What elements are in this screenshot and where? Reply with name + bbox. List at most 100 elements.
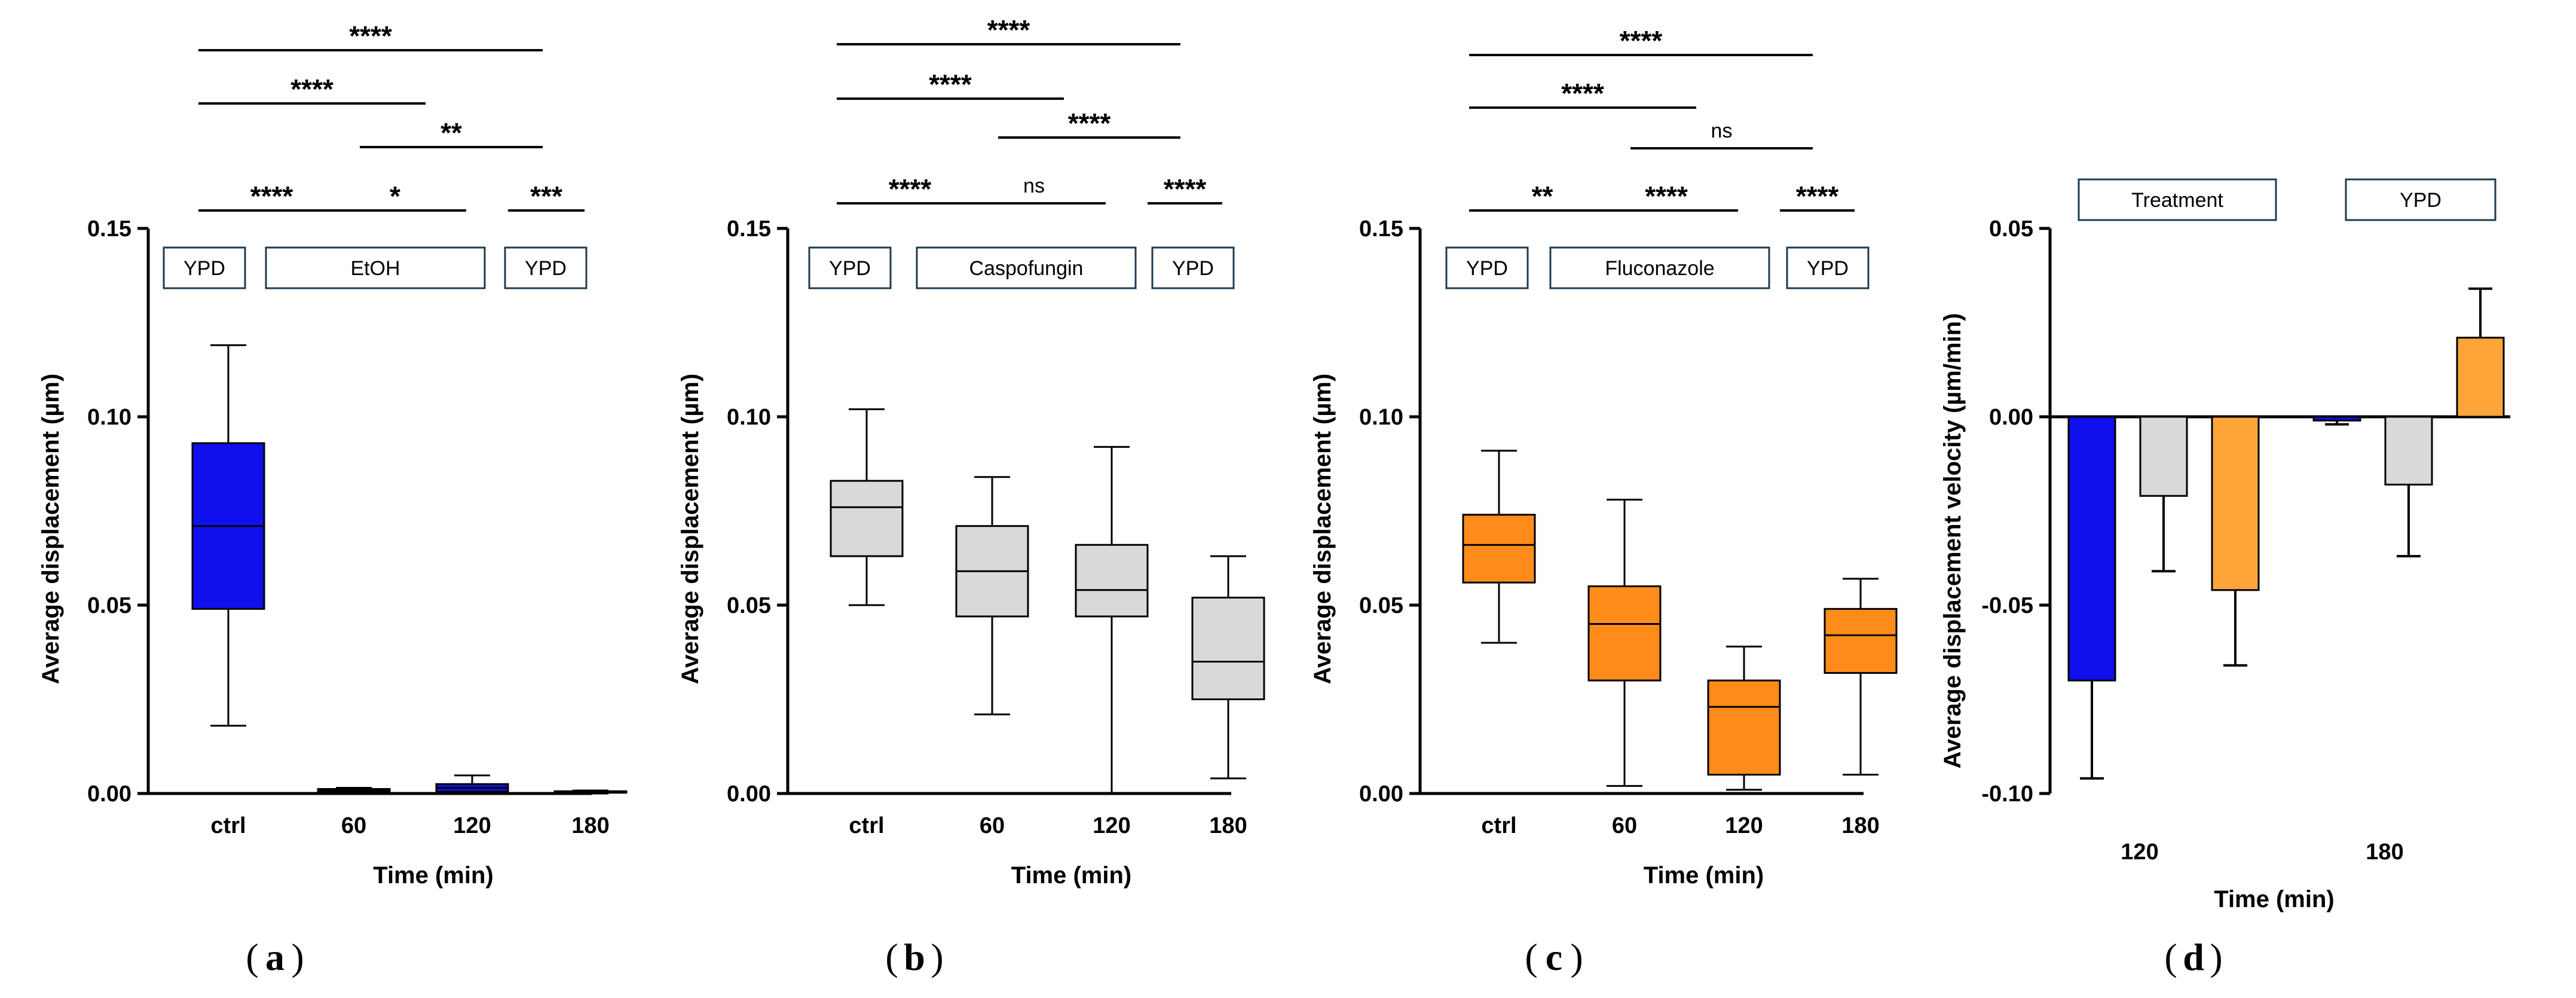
condition-label: YPD (2400, 189, 2442, 212)
condition-label: YPD (1807, 257, 1849, 280)
panel-paren-close: ) (931, 936, 943, 978)
box-60 (317, 787, 391, 795)
significance-stars: **** (987, 14, 1030, 45)
condition-label: YPD (1172, 257, 1214, 280)
y-axis-label: Average displacement (µm) (677, 374, 703, 685)
x-axis-label: Time (min) (2214, 886, 2335, 912)
box-ctrl (1462, 450, 1536, 644)
y-tick-label: 0.05 (1989, 216, 2033, 242)
x-tick-label: 120 (1093, 813, 1130, 838)
bar-Fluconazole-120 (2211, 416, 2260, 591)
box-ctrl (830, 408, 904, 606)
panel-letter: c (1546, 936, 1562, 978)
condition-box (1549, 246, 1770, 289)
significance-stars: **** (250, 181, 293, 212)
condition-box (1786, 246, 1870, 289)
y-tick-label: 0.05 (1359, 593, 1403, 618)
box-iqr (1824, 608, 1898, 674)
box-120 (435, 774, 509, 795)
x-tick-label: 120 (2121, 840, 2158, 865)
condition-box (504, 246, 588, 289)
significance-stars: **** (349, 20, 392, 51)
y-tick-label: 0.15 (1359, 216, 1403, 242)
y-axis-label: Average displacement velocity (µm/min) (1939, 313, 1966, 769)
panel-paren-open: ( (246, 936, 258, 978)
condition-label: Treatment (2131, 189, 2223, 212)
x-tick-label: ctrl (210, 813, 246, 838)
significance-stars: **** (1645, 181, 1688, 212)
condition-box (265, 246, 486, 289)
bar-EtOH-120 (2067, 416, 2116, 682)
box-180 (1824, 578, 1898, 776)
x-axis-label: Time (min) (373, 862, 494, 889)
box-iqr (1462, 514, 1536, 584)
panel-a: 0.00 0.05 0.10 0.15 Average displacement (µm… (38, 20, 628, 978)
panel-paren-close: ) (2210, 936, 2222, 978)
condition-label: Fluconazole (1605, 257, 1714, 280)
x-tick-label: 120 (453, 813, 491, 838)
significance-stars: **** (1620, 25, 1663, 56)
box-iqr (1191, 596, 1265, 701)
panel-paren-open: ( (2164, 936, 2177, 978)
significance-stars: **** (1561, 78, 1604, 109)
y-tick-label: 0.10 (87, 405, 131, 430)
panel-c: 0.00 0.05 0.10 0.15 Average displacement (µm… (1310, 25, 1898, 978)
box-iqr (1587, 585, 1662, 682)
condition-box (916, 246, 1137, 289)
condition-label: YPD (1466, 257, 1508, 280)
panel-letter: d (2183, 936, 2204, 978)
significance-stars: **** (889, 173, 932, 205)
condition-label: Caspofungin (969, 257, 1084, 280)
x-tick-label: 180 (571, 813, 609, 838)
y-tick-label: 0.00 (727, 782, 771, 807)
condition-label: YPD (183, 257, 225, 280)
x-axis-label: Time (min) (1011, 862, 1132, 889)
x-tick-label: 60 (980, 813, 1005, 838)
x-axis-label: Time (min) (1644, 862, 1764, 889)
panel-d: -0.10 -0.05 0.00 0.05 Average displacement v… (1939, 178, 2510, 978)
box-iqr (830, 480, 904, 557)
significance-stars: *** (530, 181, 562, 212)
panel-letter: b (904, 936, 925, 978)
significance-ns: ns (1023, 175, 1045, 197)
x-tick-label: ctrl (1481, 813, 1516, 838)
box-120 (1075, 445, 1149, 795)
condition-box (163, 246, 246, 289)
box-ctrl (191, 344, 265, 727)
x-tick-label: 180 (2366, 840, 2403, 865)
y-tick-label: -0.05 (1981, 593, 2033, 618)
condition-label: YPD (829, 257, 871, 280)
panel-paren-open: ( (885, 936, 898, 978)
condition-label: YPD (525, 257, 567, 280)
x-tick-label: 180 (1841, 813, 1879, 838)
condition-box (2078, 178, 2277, 221)
significance-stars: ** (1532, 181, 1553, 212)
y-tick-label: 0.00 (87, 782, 131, 807)
significance-stars: **** (290, 74, 334, 105)
y-tick-label: 0.15 (727, 216, 771, 242)
significance-stars: **** (1068, 108, 1111, 139)
bar-Caspofungin-180 (2384, 416, 2433, 486)
y-axis-label: Average displacement (µm) (38, 374, 64, 685)
significance-stars: **** (1796, 181, 1839, 212)
bar-Fluconazole-180 (2456, 337, 2505, 418)
significance-stars: **** (1164, 173, 1207, 205)
condition-box (1445, 246, 1529, 289)
y-tick-label: 0.15 (87, 216, 131, 242)
box-180 (1191, 555, 1265, 780)
panel-paren-close: ) (1570, 936, 1583, 978)
x-tick-label: 180 (1209, 813, 1247, 838)
y-tick-label: 0.00 (1359, 782, 1403, 807)
box-120 (1707, 645, 1781, 791)
box-60 (955, 476, 1029, 716)
condition-label: EtOH (350, 257, 400, 280)
box-iqr (1075, 544, 1149, 618)
x-tick-label: 60 (1612, 813, 1637, 838)
y-axis-label: Average displacement (µm) (1310, 374, 1336, 685)
condition-box (2345, 178, 2497, 221)
panel-paren-close: ) (291, 936, 304, 978)
y-tick-label: 0.10 (727, 405, 771, 430)
condition-box (808, 246, 892, 289)
y-tick-label: 0.05 (727, 593, 771, 618)
